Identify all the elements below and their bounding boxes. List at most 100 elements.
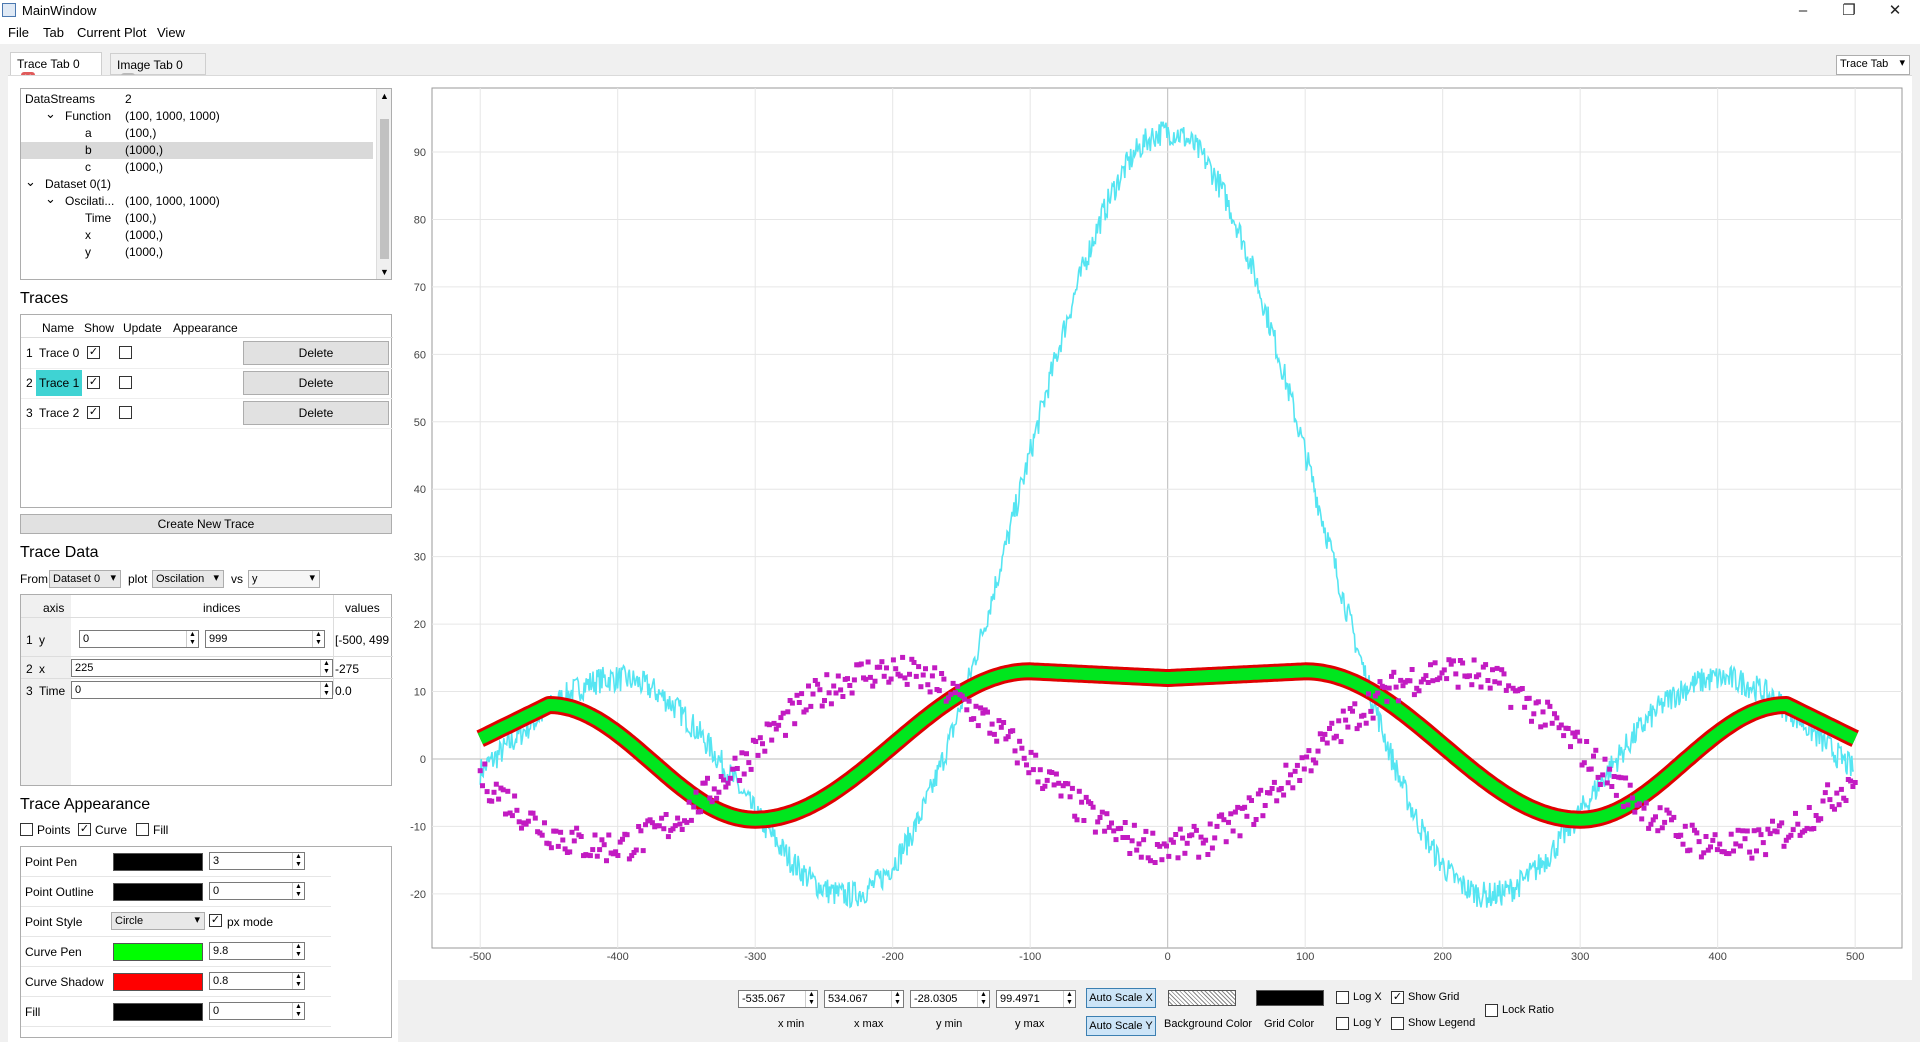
expand-arrow-icon[interactable]: ⌄ bbox=[45, 106, 56, 121]
points-checkbox[interactable] bbox=[20, 823, 33, 836]
menu-tab[interactable]: Tab bbox=[43, 25, 64, 40]
tree-row[interactable]: DataStreams 2 bbox=[21, 91, 373, 108]
plot-select[interactable]: Oscilation bbox=[152, 570, 224, 588]
spin-arrows-icon[interactable]: ▲ ▼ bbox=[292, 883, 304, 899]
width-input[interactable]: 0.8 ▲ ▼ bbox=[209, 972, 305, 990]
index-start-input[interactable]: 0 ▲ ▼ bbox=[79, 630, 199, 648]
update-checkbox[interactable] bbox=[119, 406, 132, 419]
trace-name[interactable]: Trace 2 bbox=[39, 406, 80, 420]
spin-arrows-icon[interactable]: ▲ ▼ bbox=[292, 943, 304, 959]
trace-name[interactable]: Trace 0 bbox=[39, 346, 80, 360]
spin-arrows-icon[interactable]: ▲ ▼ bbox=[186, 631, 198, 647]
width-input[interactable]: 0 ▲ ▼ bbox=[209, 1002, 305, 1020]
px-mode-checkbox[interactable]: ✓ bbox=[209, 914, 222, 927]
spin-arrows-icon[interactable]: ▲ ▼ bbox=[891, 991, 903, 1007]
scatter-point bbox=[929, 673, 935, 679]
spin-arrows-icon[interactable]: ▲ ▼ bbox=[292, 853, 304, 869]
vs-select[interactable]: y bbox=[248, 570, 320, 588]
menu-view[interactable]: View bbox=[157, 25, 185, 40]
trace-plot[interactable]: -500 -400 -300 -200 -100 0 100 200 300 400 500-20-… bbox=[398, 78, 1912, 978]
index-input[interactable]: 225 ▲ ▼ bbox=[71, 659, 333, 677]
y-max-input[interactable]: 99.4971 ▲ ▼ bbox=[996, 990, 1076, 1008]
appearance-table[interactable]: Point Pen 3 ▲ ▼ Point Outline 0 ▲ ▼ Point Style C… bbox=[20, 846, 392, 1038]
tab-selector[interactable]: Trace Tab bbox=[1836, 55, 1910, 75]
spin-arrows-icon[interactable]: ▲ ▼ bbox=[292, 973, 304, 989]
traces-table[interactable]: Name Show Update Appearance 1 Trace 0 ✓ Del… bbox=[20, 314, 393, 508]
color-swatch[interactable] bbox=[113, 1003, 203, 1021]
scatter-point bbox=[803, 707, 809, 713]
spin-arrows-icon[interactable]: ▲ ▼ bbox=[320, 682, 332, 698]
tree-row[interactable]: a (100,) bbox=[21, 125, 373, 142]
data-tree[interactable]: DataStreams 2 ⌄ Function (100, 1000, 1000) a (… bbox=[20, 88, 392, 280]
update-checkbox[interactable] bbox=[119, 346, 132, 359]
delete-button[interactable]: Delete bbox=[243, 371, 389, 395]
color-swatch[interactable] bbox=[113, 883, 203, 901]
curve-checkbox[interactable]: ✓ bbox=[78, 823, 91, 836]
grid-color-swatch[interactable] bbox=[1256, 990, 1324, 1006]
delete-button[interactable]: Delete bbox=[243, 401, 389, 425]
color-swatch[interactable] bbox=[113, 943, 203, 961]
plot-controls: -535.067 ▲ ▼ 534.067 ▲ ▼ -28.0305 ▲ ▼ 99.4971 ▲… bbox=[398, 980, 1912, 1042]
scroll-thumb[interactable] bbox=[380, 119, 389, 259]
close-icon[interactable]: ✕ bbox=[1888, 2, 1902, 19]
log-y-checkbox[interactable] bbox=[1336, 1017, 1349, 1030]
width-input[interactable]: 3 ▲ ▼ bbox=[209, 852, 305, 870]
auto-scale-x-button[interactable]: Auto Scale X bbox=[1086, 988, 1156, 1008]
trace-name[interactable]: Trace 1 bbox=[36, 370, 83, 396]
scroll-up-icon[interactable]: ▲ bbox=[380, 91, 389, 101]
width-input[interactable]: 0 ▲ ▼ bbox=[209, 882, 305, 900]
tab-trace-tab-0[interactable]: Trace Tab 0✕ bbox=[10, 52, 102, 86]
background-color-swatch[interactable] bbox=[1168, 990, 1236, 1006]
index-end-input[interactable]: 999 ▲ ▼ bbox=[205, 630, 325, 648]
menu-current-plot[interactable]: Current Plot bbox=[77, 25, 147, 40]
lock-ratio-checkbox[interactable] bbox=[1485, 1004, 1498, 1017]
expand-arrow-icon[interactable]: ⌄ bbox=[45, 191, 56, 206]
expand-arrow-icon[interactable]: ⌄ bbox=[25, 174, 36, 189]
spin-arrows-icon[interactable]: ▲ ▼ bbox=[977, 991, 989, 1007]
spin-arrows-icon[interactable]: ▲ ▼ bbox=[292, 1003, 304, 1019]
scroll-down-icon[interactable]: ▼ bbox=[380, 267, 389, 277]
show-checkbox[interactable]: ✓ bbox=[87, 346, 100, 359]
tab-image-tab-0[interactable]: Image Tab 0✕ bbox=[110, 53, 206, 87]
index-input[interactable]: 0 ▲ ▼ bbox=[71, 681, 333, 699]
show-checkbox[interactable]: ✓ bbox=[87, 406, 100, 419]
menu-file[interactable]: File bbox=[8, 25, 29, 40]
y-min-input[interactable]: -28.0305 ▲ ▼ bbox=[910, 990, 990, 1008]
plot-widget[interactable]: -500 -400 -300 -200 -100 0 100 200 300 400 500 -20-… bbox=[398, 78, 1912, 978]
delete-button[interactable]: Delete bbox=[243, 341, 389, 365]
scatter-point bbox=[1425, 680, 1431, 685]
tree-scrollbar[interactable]: ▲ ▼ bbox=[376, 89, 391, 279]
tree-item-name: c bbox=[85, 160, 91, 174]
tree-row[interactable]: ⌄ Dataset 0(1) bbox=[21, 174, 373, 193]
point-style-select[interactable]: Circle bbox=[111, 912, 205, 930]
width-input[interactable]: 9.8 ▲ ▼ bbox=[209, 942, 305, 960]
log-x-checkbox[interactable] bbox=[1336, 991, 1349, 1004]
tree-row[interactable]: x (1000,) bbox=[21, 227, 373, 244]
tree-row[interactable]: y (1000,) bbox=[21, 244, 373, 261]
show-legend-checkbox[interactable] bbox=[1391, 1017, 1404, 1030]
spin-arrows-icon[interactable]: ▲ ▼ bbox=[1063, 991, 1075, 1007]
x-max-input[interactable]: 534.067 ▲ ▼ bbox=[824, 990, 904, 1008]
x-min-input[interactable]: -535.067 ▲ ▼ bbox=[738, 990, 818, 1008]
fill-checkbox[interactable] bbox=[136, 823, 149, 836]
spin-arrows-icon[interactable]: ▲ ▼ bbox=[805, 991, 817, 1007]
minimize-icon[interactable]: – bbox=[1798, 2, 1808, 19]
color-swatch[interactable] bbox=[113, 973, 203, 991]
tree-row[interactable]: b (1000,) bbox=[21, 142, 373, 159]
create-new-trace-button[interactable]: Create New Trace bbox=[20, 514, 392, 534]
from-select[interactable]: Dataset 0 bbox=[49, 570, 121, 588]
trace-data-table[interactable]: axis indices values 1 y 0 ▲ ▼ 999 ▲ ▼ [-500,… bbox=[20, 594, 393, 786]
tree-row[interactable]: Time (100,) bbox=[21, 210, 373, 227]
tree-row[interactable]: ⌄ Oscilati... (100, 1000, 1000) bbox=[21, 191, 373, 210]
spin-arrows-icon[interactable]: ▲ ▼ bbox=[312, 631, 324, 647]
show-grid-checkbox[interactable]: ✓ bbox=[1391, 991, 1404, 1004]
update-checkbox[interactable] bbox=[119, 376, 132, 389]
tree-row[interactable]: ⌄ Function (100, 1000, 1000) bbox=[21, 106, 373, 125]
scatter-point bbox=[1088, 801, 1094, 806]
show-checkbox[interactable]: ✓ bbox=[87, 376, 100, 389]
color-swatch[interactable] bbox=[113, 853, 203, 871]
spin-arrows-icon[interactable]: ▲ ▼ bbox=[320, 660, 332, 676]
restore-icon[interactable]: ❐ bbox=[1842, 2, 1856, 19]
auto-scale-y-button[interactable]: Auto Scale Y bbox=[1086, 1016, 1156, 1036]
tree-row[interactable]: c (1000,) bbox=[21, 159, 373, 176]
